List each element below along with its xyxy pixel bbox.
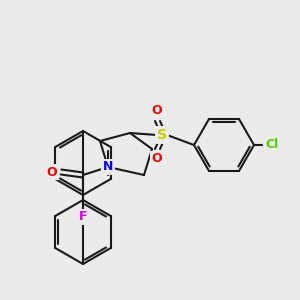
Text: N: N xyxy=(103,160,113,173)
Text: O: O xyxy=(152,152,162,166)
Text: F: F xyxy=(79,211,87,224)
Text: Cl: Cl xyxy=(266,139,279,152)
Text: O: O xyxy=(152,104,162,118)
Text: S: S xyxy=(157,128,167,142)
Text: O: O xyxy=(47,166,57,178)
